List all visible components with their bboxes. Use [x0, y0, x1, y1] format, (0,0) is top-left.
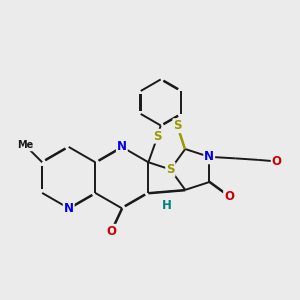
Text: N: N [64, 202, 74, 215]
Text: S: S [153, 130, 162, 143]
Text: Me: Me [17, 140, 33, 150]
Text: O: O [106, 225, 116, 238]
Text: S: S [166, 163, 175, 176]
Text: O: O [224, 190, 234, 203]
Text: N: N [204, 150, 214, 163]
Text: S: S [173, 119, 182, 132]
Text: N: N [117, 140, 127, 153]
Text: O: O [272, 155, 282, 168]
Text: H: H [162, 199, 172, 212]
